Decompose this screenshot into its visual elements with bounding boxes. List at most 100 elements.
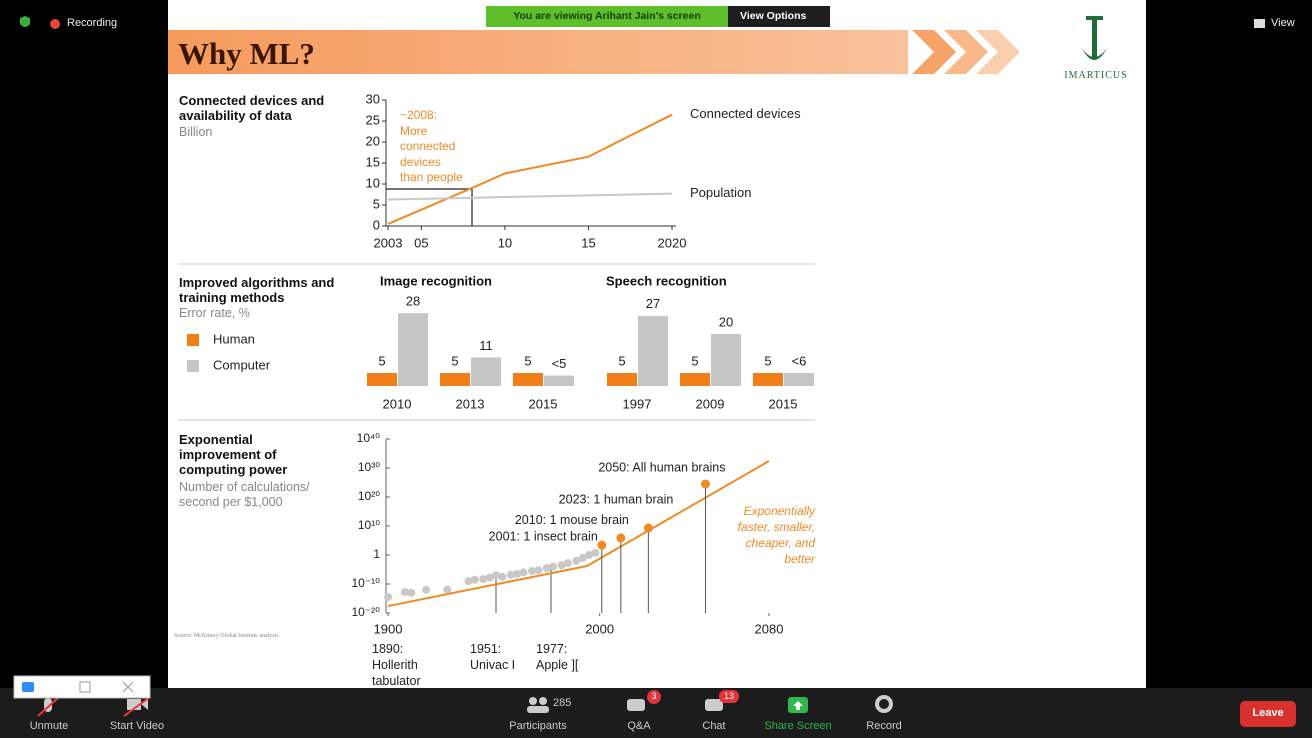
security-icon[interactable] bbox=[20, 16, 30, 27]
annotation-line: than people bbox=[400, 170, 463, 186]
annotation-line: ~2008: bbox=[400, 108, 463, 124]
note-line: 1890: bbox=[372, 641, 421, 657]
y-tick-label: 25 bbox=[366, 112, 380, 127]
value-label: 5 bbox=[691, 353, 698, 368]
data-point bbox=[519, 568, 527, 576]
x-tick-label: 15 bbox=[581, 235, 595, 250]
milestone-point bbox=[616, 533, 625, 542]
record-label[interactable]: Record bbox=[839, 720, 929, 732]
note-line: tabulator bbox=[372, 673, 421, 689]
annotation-line: devices bbox=[400, 155, 463, 171]
y-tick-label: 20 bbox=[366, 133, 380, 148]
bar bbox=[680, 373, 710, 386]
panel-title: Image recognition bbox=[380, 273, 492, 288]
note-line: 1977: bbox=[536, 641, 578, 657]
data-point bbox=[384, 593, 392, 601]
mini-window-icon[interactable] bbox=[22, 682, 34, 692]
data-point bbox=[407, 589, 415, 597]
record-icon[interactable] bbox=[875, 695, 893, 713]
share-screen-label[interactable]: Share Screen bbox=[753, 720, 843, 732]
annotation: Exponentially faster, smaller, cheaper, … bbox=[712, 503, 815, 567]
series-label: Population bbox=[690, 185, 751, 200]
x-tick-label: 2000 bbox=[585, 621, 614, 636]
bar bbox=[753, 373, 783, 386]
note-line: Hollerith bbox=[372, 657, 421, 673]
annotation-line: More bbox=[400, 124, 463, 140]
chevron bbox=[912, 30, 956, 74]
value-label: 28 bbox=[406, 294, 420, 309]
note-line: Apple ][ bbox=[536, 657, 578, 673]
y-tick-label: 10⁻²⁰ bbox=[352, 605, 381, 619]
bar bbox=[711, 334, 741, 386]
data-point bbox=[498, 573, 506, 581]
note: 1977:Apple ][ bbox=[536, 641, 578, 673]
x-tick-label: 2003 bbox=[374, 235, 403, 250]
bar bbox=[471, 357, 501, 386]
value-label: 5 bbox=[378, 353, 385, 368]
y-tick-label: 10⁴⁰ bbox=[357, 431, 381, 445]
legend-swatch bbox=[187, 360, 199, 372]
data-point bbox=[549, 563, 557, 571]
x-tick-label: 2020 bbox=[658, 235, 687, 250]
bar bbox=[544, 376, 574, 386]
value-label: 5 bbox=[451, 353, 458, 368]
slide-title: Why ML? bbox=[178, 36, 315, 72]
y-tick-label: 30 bbox=[366, 91, 380, 106]
bar bbox=[513, 373, 543, 386]
logo-mark bbox=[1082, 16, 1107, 60]
bar bbox=[367, 373, 397, 386]
chat-badge: 13 bbox=[719, 691, 739, 701]
legend-label: Human bbox=[213, 331, 255, 346]
section-subheading: Error rate, % bbox=[179, 306, 250, 321]
view-options[interactable]: View Options bbox=[740, 10, 806, 22]
data-point bbox=[471, 576, 479, 584]
data-point bbox=[422, 586, 430, 594]
panel-title: Speech recognition bbox=[606, 273, 727, 288]
milestone-label: 2010: 1 mouse brain bbox=[515, 513, 629, 527]
milestone-label: 2050: All human brains bbox=[598, 460, 725, 474]
value-label: 5 bbox=[524, 353, 531, 368]
y-tick-label: 15 bbox=[366, 154, 380, 169]
recording-label: Recording bbox=[67, 17, 117, 29]
chat-label[interactable]: Chat bbox=[669, 720, 759, 732]
x-tick-label: 10 bbox=[498, 235, 512, 250]
value-label: 5 bbox=[618, 353, 625, 368]
y-tick-label: 10¹⁰ bbox=[358, 518, 380, 532]
y-tick-label: 10⁻¹⁰ bbox=[352, 576, 381, 590]
mini-window bbox=[14, 676, 150, 698]
unmute-label[interactable]: Unmute bbox=[4, 720, 94, 732]
milestone-label: 2023: 1 human brain bbox=[559, 492, 674, 506]
start-video-label[interactable]: Start Video bbox=[92, 720, 182, 732]
x-tick-label: 2080 bbox=[755, 621, 784, 636]
section-heading: Improved algorithms and training methods bbox=[179, 275, 351, 305]
view-label[interactable]: View bbox=[1271, 17, 1295, 29]
section-heading: Connected devices and availability of da… bbox=[179, 93, 351, 123]
note: 1951:Univac I bbox=[470, 641, 515, 673]
participants-label[interactable]: Participants bbox=[493, 720, 583, 732]
data-point bbox=[564, 559, 572, 567]
x-tick-label: 1900 bbox=[374, 621, 403, 636]
category-label: 2009 bbox=[696, 396, 725, 411]
data-point bbox=[534, 566, 542, 574]
value-label: <6 bbox=[792, 353, 807, 368]
bar bbox=[638, 316, 668, 386]
legend-swatch bbox=[187, 334, 199, 346]
annotation-line: connected bbox=[400, 139, 463, 155]
category-label: 1997 bbox=[623, 396, 652, 411]
view-icon[interactable] bbox=[1254, 19, 1265, 28]
legend-label: Computer bbox=[213, 357, 271, 372]
share-icon[interactable] bbox=[788, 697, 808, 713]
leave-label[interactable]: Leave bbox=[1240, 707, 1296, 719]
milestone-label: 2001: 1 insect brain bbox=[489, 529, 598, 543]
bar bbox=[607, 373, 637, 386]
participants-count[interactable]: 285 bbox=[553, 697, 571, 709]
data-point bbox=[591, 549, 599, 557]
y-tick-label: 5 bbox=[373, 196, 380, 211]
series-label: Connected devices bbox=[690, 106, 801, 121]
category-label: 2010 bbox=[383, 396, 412, 411]
milestone-point bbox=[701, 480, 710, 489]
recording-dot bbox=[50, 19, 60, 29]
section-subheading: Number of calculations/ second per $1,00… bbox=[179, 480, 339, 510]
category-label: 2015 bbox=[769, 396, 798, 411]
